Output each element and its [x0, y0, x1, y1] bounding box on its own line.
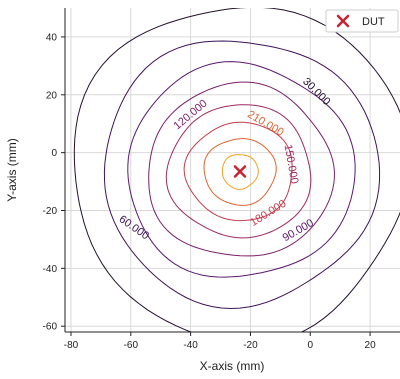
x-tick-label: -80	[64, 340, 79, 351]
plot-background	[65, 8, 400, 332]
y-tick-label: -20	[43, 206, 58, 217]
x-tick-label: 0	[307, 340, 313, 351]
dut-marker	[233, 165, 247, 178]
contour-line-210	[203, 138, 277, 206]
dut-marker-group	[233, 165, 247, 178]
contour-line-240	[221, 154, 259, 190]
legend-marker-x	[336, 14, 350, 28]
y-tick-label: 20	[46, 90, 58, 101]
contour-line-150	[165, 104, 312, 239]
x-axis-label: X-axis (mm)	[200, 359, 265, 373]
x-tick-label: 20	[365, 340, 377, 351]
legend-x-icon	[336, 14, 350, 28]
contour-line-180	[183, 121, 293, 222]
y-axis-label: Y-axis (mm)	[5, 138, 19, 202]
y-tick-label: 40	[46, 32, 58, 43]
contour-line-120	[148, 81, 335, 257]
y-tick-label: -40	[43, 264, 58, 275]
contour-line-30	[73, 8, 400, 332]
x-tick-label: -20	[243, 340, 258, 351]
y-tick-label: 0	[51, 148, 57, 159]
legend-label-dut: DUT	[362, 16, 385, 28]
contour-lines	[73, 8, 400, 332]
x-tick-label: -60	[124, 340, 139, 351]
legend: DUT	[325, 9, 399, 33]
legend-box	[325, 9, 399, 33]
ticks: -80 -60 -40 -20 0 20 40 20 0 -20 -40 -60	[43, 32, 377, 351]
contour-line-60	[103, 40, 381, 310]
contour-line-90	[127, 61, 356, 278]
axes	[64, 8, 400, 333]
y-tick-label: -60	[43, 322, 58, 333]
x-tick-label: -40	[183, 340, 198, 351]
